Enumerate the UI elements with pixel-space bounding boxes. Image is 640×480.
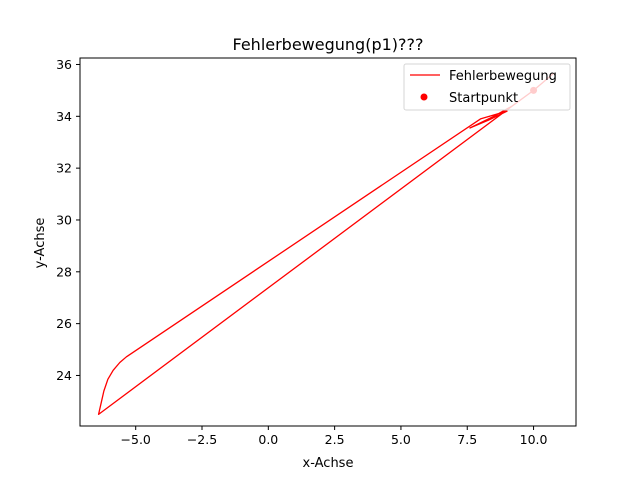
x-tick-label: −2.5 — [187, 432, 217, 447]
y-tick-label: 28 — [56, 264, 72, 279]
y-tick-label: 26 — [56, 316, 72, 331]
x-tick-label: 2.5 — [325, 432, 345, 447]
y-tick-label: 34 — [56, 109, 72, 124]
legend-marker-swatch — [420, 93, 428, 101]
legend-label-startpunkt: Startpunkt — [449, 91, 518, 106]
legend-box — [403, 63, 571, 111]
chart-title: Fehlerbewegung(p1)??? — [233, 35, 424, 54]
x-tick-label: 5.0 — [391, 432, 411, 447]
legend: Fehlerbewegung Startpunkt — [403, 63, 571, 111]
y-tick-label: 32 — [56, 161, 72, 176]
y-tick-label: 30 — [56, 212, 72, 227]
y-tick-label: 24 — [56, 368, 72, 383]
legend-label-fehlerbewegung: Fehlerbewegung — [449, 69, 557, 84]
x-tick-label: 10.0 — [520, 432, 548, 447]
y-tick-label: 36 — [56, 57, 72, 72]
x-axis-label: x-Achse — [303, 456, 354, 471]
y-axis-ticks: 24 26 28 30 32 34 36 — [56, 57, 80, 383]
x-tick-label: 0.0 — [258, 432, 278, 447]
axes-frame — [79, 57, 577, 427]
y-axis-label: y-Achse — [33, 218, 48, 269]
x-axis-ticks: −5.0 −2.5 0.0 2.5 5.0 7.5 10.0 — [121, 426, 548, 447]
x-tick-label: 7.5 — [457, 432, 477, 447]
x-tick-label: −5.0 — [121, 432, 151, 447]
